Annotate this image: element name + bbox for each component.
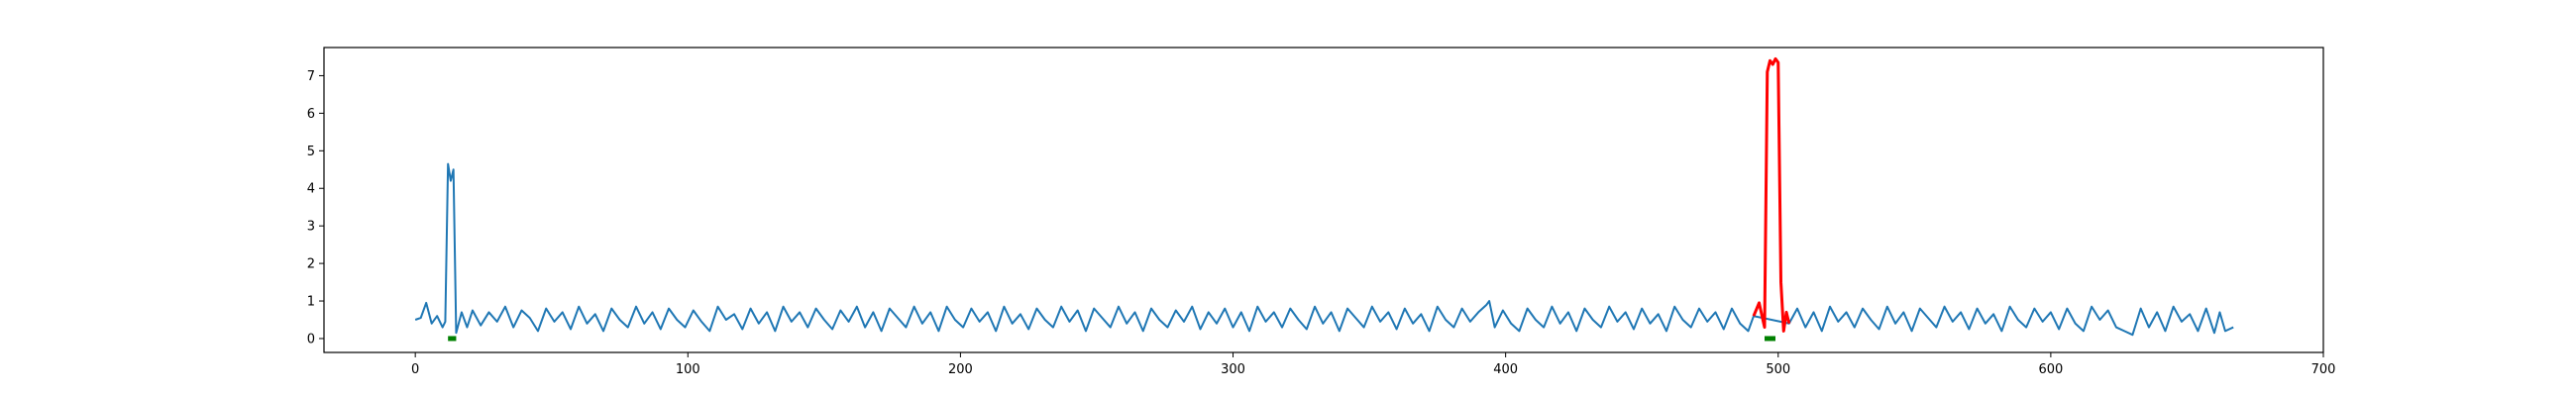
anomaly-series-line	[1752, 56, 1791, 333]
x-tick-label: 300	[1221, 362, 1245, 377]
y-tick-label: 7	[307, 69, 315, 84]
series-layer	[414, 56, 2234, 337]
x-tick-label: 400	[1493, 362, 1518, 377]
x-tick-label: 200	[948, 362, 973, 377]
x-tick-label: 600	[2038, 362, 2063, 377]
y-tick-label: 1	[307, 295, 315, 310]
y-tick-label: 5	[307, 145, 315, 159]
x-axis-ticks: 0 100 200 300 400 500 600 700	[411, 352, 2335, 377]
y-tick-label: 0	[307, 332, 315, 346]
x-tick-label: 100	[676, 362, 700, 377]
y-tick-label: 4	[307, 182, 315, 197]
signal-series-line	[414, 162, 2234, 337]
y-tick-label: 2	[307, 257, 315, 272]
x-tick-label: 700	[2311, 362, 2336, 377]
y-tick-label: 3	[307, 220, 315, 235]
y-axis-ticks: 0 1 2 3 4 5 6 7	[307, 69, 324, 346]
y-tick-label: 6	[307, 107, 315, 122]
x-tick-label: 500	[1766, 362, 1790, 377]
x-tick-label: 0	[411, 362, 419, 377]
plot-frame	[323, 47, 2324, 353]
